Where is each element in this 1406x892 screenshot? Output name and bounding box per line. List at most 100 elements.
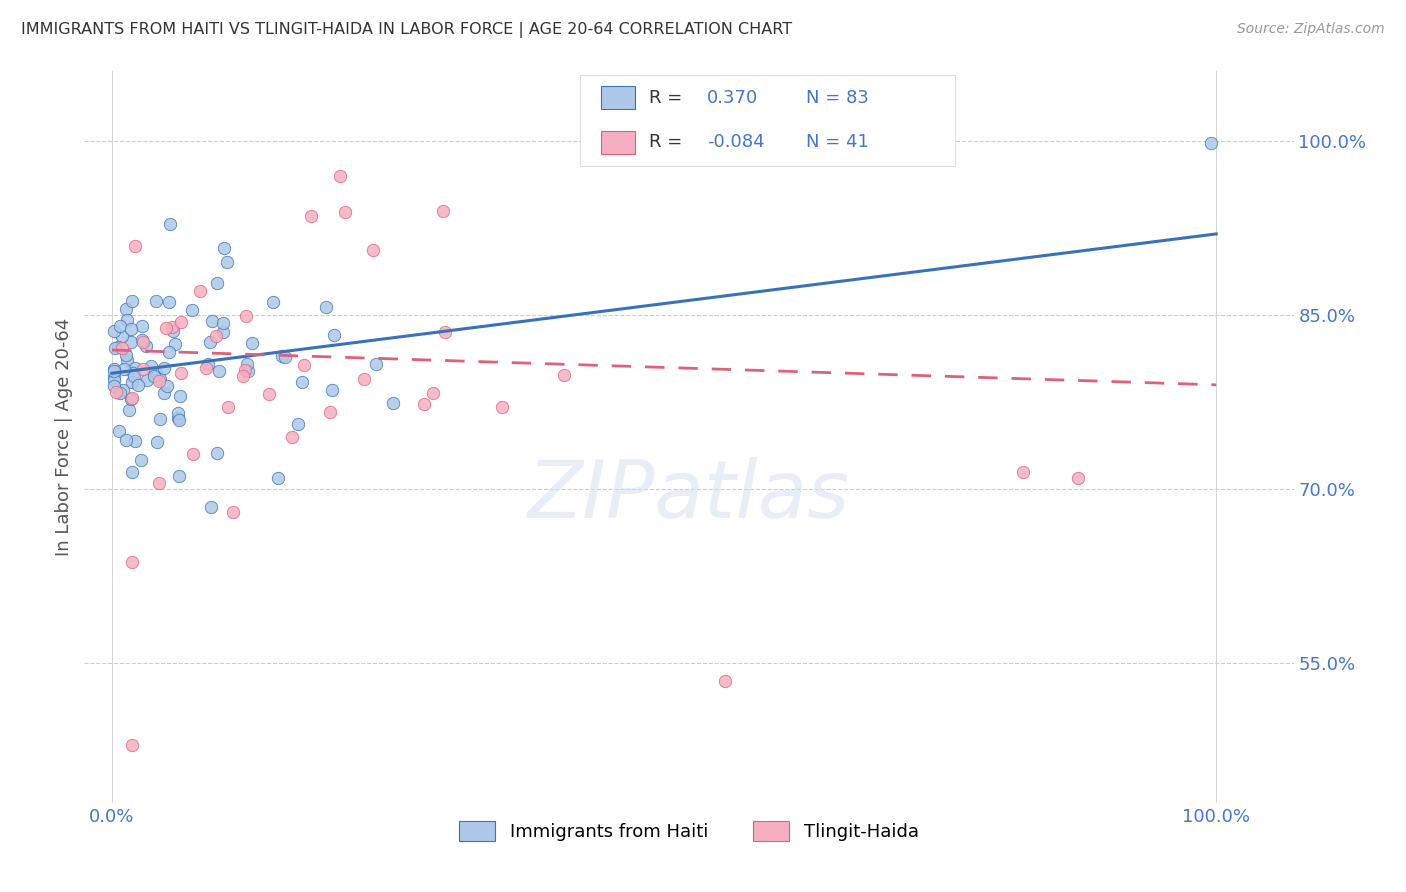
Point xyxy=(233,363,256,377)
Point xyxy=(366,358,388,372)
FancyBboxPatch shape xyxy=(600,86,634,110)
Text: R =: R = xyxy=(650,133,682,152)
Point xyxy=(1012,465,1035,479)
FancyBboxPatch shape xyxy=(581,75,955,167)
Point xyxy=(139,359,162,373)
Point xyxy=(257,386,280,401)
Point xyxy=(274,350,297,364)
Point xyxy=(160,319,183,334)
Point xyxy=(170,315,193,329)
Point xyxy=(124,360,146,375)
Point xyxy=(124,434,146,448)
Point xyxy=(122,369,145,384)
Point xyxy=(146,435,169,450)
Point xyxy=(412,397,434,411)
Point xyxy=(170,367,193,381)
Point xyxy=(491,400,513,414)
Point xyxy=(129,453,152,467)
Point xyxy=(299,210,322,224)
Point xyxy=(120,335,142,350)
Point xyxy=(201,314,224,328)
Point xyxy=(267,471,290,485)
Point xyxy=(108,318,131,333)
Point xyxy=(114,433,136,447)
Point xyxy=(136,373,159,387)
FancyBboxPatch shape xyxy=(600,130,634,154)
Point xyxy=(120,392,142,406)
Point xyxy=(103,373,125,387)
Point xyxy=(714,673,737,688)
Point xyxy=(166,411,188,425)
Point xyxy=(1067,471,1090,485)
Point xyxy=(131,318,153,333)
Point xyxy=(319,405,342,419)
Point xyxy=(217,400,239,414)
Point xyxy=(112,362,135,376)
Point xyxy=(117,353,139,368)
Point xyxy=(157,294,180,309)
Point xyxy=(162,325,184,339)
Point xyxy=(163,337,186,351)
Point xyxy=(214,241,236,255)
Point xyxy=(153,386,176,401)
Point xyxy=(200,500,222,514)
Point xyxy=(153,360,176,375)
Point xyxy=(122,366,145,380)
Point xyxy=(121,391,143,405)
Text: R =: R = xyxy=(650,88,682,107)
Point xyxy=(236,357,259,371)
Legend: Immigrants from Haiti, Tlingit-Haida: Immigrants from Haiti, Tlingit-Haida xyxy=(451,814,927,848)
Point xyxy=(131,333,153,347)
Point xyxy=(363,243,385,257)
Point xyxy=(322,328,344,343)
Point xyxy=(208,364,231,378)
Point xyxy=(212,325,235,339)
Point xyxy=(104,341,127,355)
Point xyxy=(292,358,315,372)
Y-axis label: In Labor Force | Age 20-64: In Labor Force | Age 20-64 xyxy=(55,318,73,557)
Point xyxy=(222,505,245,519)
Point xyxy=(103,324,125,338)
Point xyxy=(143,369,166,384)
Point xyxy=(207,276,229,290)
Point xyxy=(105,385,128,400)
Point xyxy=(197,357,219,371)
Point xyxy=(169,413,191,427)
Point xyxy=(103,379,125,393)
Text: ZIPatlas: ZIPatlas xyxy=(527,457,851,534)
Point xyxy=(103,362,125,376)
Point xyxy=(329,169,352,184)
Point xyxy=(242,336,264,351)
Text: Source: ZipAtlas.com: Source: ZipAtlas.com xyxy=(1237,22,1385,37)
Text: -0.084: -0.084 xyxy=(707,133,765,152)
Point xyxy=(103,364,125,378)
Point xyxy=(315,300,337,314)
Point xyxy=(149,372,172,386)
Point xyxy=(132,362,155,376)
Point xyxy=(205,446,228,460)
Point xyxy=(124,238,146,252)
Point xyxy=(188,285,211,299)
Point xyxy=(235,309,257,323)
Point xyxy=(114,302,136,317)
Point xyxy=(205,329,228,343)
Point xyxy=(121,465,143,479)
Point xyxy=(132,334,155,349)
Point xyxy=(121,556,143,570)
Point xyxy=(156,379,179,393)
Text: 0.370: 0.370 xyxy=(707,88,758,107)
Point xyxy=(433,325,456,339)
Text: IMMIGRANTS FROM HAITI VS TLINGIT-HAIDA IN LABOR FORCE | AGE 20-64 CORRELATION CH: IMMIGRANTS FROM HAITI VS TLINGIT-HAIDA I… xyxy=(21,22,792,38)
Point xyxy=(236,364,259,378)
Point xyxy=(121,294,143,309)
Point xyxy=(159,217,181,231)
Point xyxy=(157,345,180,359)
Point xyxy=(198,334,221,349)
Text: N = 41: N = 41 xyxy=(806,133,869,152)
Point xyxy=(291,375,314,389)
Point xyxy=(108,386,131,401)
Point xyxy=(333,204,356,219)
Point xyxy=(232,369,254,384)
Point xyxy=(148,476,170,491)
Point xyxy=(148,375,170,389)
